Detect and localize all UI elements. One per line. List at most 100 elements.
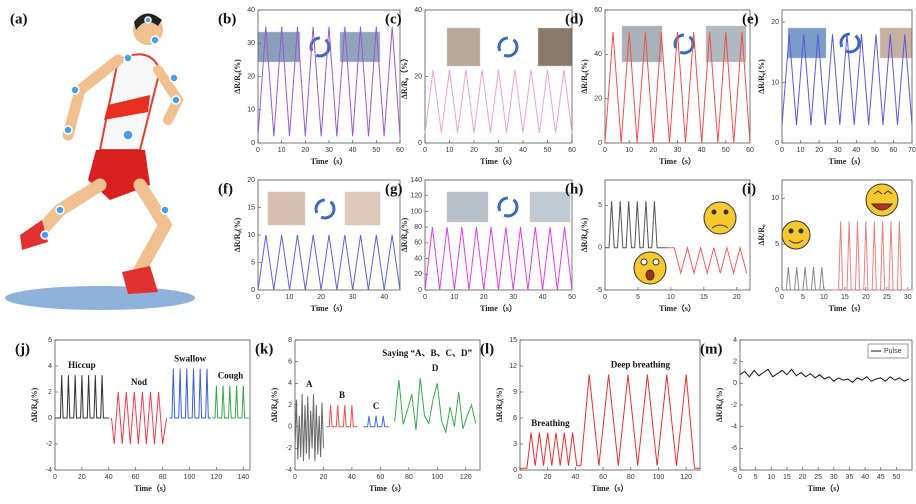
x-tick-label: 60 bbox=[890, 147, 898, 154]
x-tick-label: 15 bbox=[783, 474, 791, 481]
series-label: Nod bbox=[131, 377, 147, 387]
y-tick-label: 0 bbox=[48, 415, 52, 422]
y-axis-label: ΔR/R₀ bbox=[757, 224, 766, 246]
panel-label: (g) bbox=[385, 181, 403, 197]
x-tick-label: 35 bbox=[846, 474, 854, 481]
y-axis-label: ΔR/R₀(%) bbox=[715, 387, 724, 422]
data-line bbox=[112, 392, 167, 444]
x-axis-label: Time（s） bbox=[829, 303, 866, 313]
y-tick-label: 10 bbox=[247, 107, 255, 114]
x-tick-label: 30 bbox=[349, 294, 357, 301]
x-axis-label: Time（s） bbox=[311, 156, 348, 166]
x-tick-label: 10 bbox=[446, 147, 454, 154]
y-tick-label: 20 bbox=[247, 177, 255, 184]
x-tick-label: 0 bbox=[780, 294, 784, 301]
x-axis-label: Time（s） bbox=[829, 156, 866, 166]
x-tick-label: 30 bbox=[830, 474, 838, 481]
y-tick-label: 9 bbox=[513, 389, 517, 396]
y-tick-label: 20 bbox=[771, 19, 779, 26]
data-line bbox=[55, 375, 109, 418]
data-line bbox=[212, 386, 248, 419]
y-tick-label: 5 bbox=[598, 202, 602, 209]
y-tick-label: 0 bbox=[775, 140, 779, 147]
x-tick-label: 80 bbox=[627, 474, 635, 481]
data-line bbox=[832, 221, 912, 290]
y-tick-label: 0 bbox=[288, 424, 292, 431]
panel-label: (a) bbox=[10, 11, 28, 27]
y-tick-label: 120 bbox=[410, 193, 422, 200]
x-tick-label: 50 bbox=[372, 147, 380, 154]
data-line bbox=[395, 378, 476, 432]
x-tick-label: 60 bbox=[376, 474, 384, 481]
data-line bbox=[782, 267, 832, 290]
x-tick-label: 0 bbox=[256, 147, 260, 154]
x-tick-label: 60 bbox=[132, 474, 140, 481]
x-tick-label: 10 bbox=[278, 147, 286, 154]
data-line bbox=[425, 70, 572, 133]
x-tick-label: 25 bbox=[883, 294, 891, 301]
x-tick-label: 30 bbox=[834, 147, 842, 154]
y-tick-label: 5 bbox=[251, 259, 255, 266]
x-tick-label: 60 bbox=[599, 474, 607, 481]
x-tick-label: 40 bbox=[519, 147, 527, 154]
series-label: Hiccup bbox=[68, 360, 96, 370]
emojis bbox=[634, 184, 898, 284]
x-tick-label: 140 bbox=[237, 474, 249, 481]
y-tick-label: 8 bbox=[288, 337, 292, 344]
x-axis-label: Time（s） bbox=[592, 483, 629, 493]
runner-illustration bbox=[5, 13, 195, 310]
panel-label: (k) bbox=[255, 341, 273, 357]
panel-label: (c) bbox=[385, 11, 402, 27]
series-label: B bbox=[339, 390, 345, 400]
x-tick-label: 0 bbox=[53, 474, 57, 481]
panel-label: (b) bbox=[218, 11, 236, 27]
x-axis-label: Time（s） bbox=[659, 303, 696, 313]
y-tick-label: 2 bbox=[48, 389, 52, 396]
x-tick-label: 60 bbox=[568, 147, 576, 154]
y-tick-label: 10 bbox=[771, 195, 779, 202]
panel-label: (l) bbox=[480, 341, 494, 357]
x-tick-label: 40 bbox=[852, 147, 860, 154]
y-tick-label: 4 bbox=[48, 363, 52, 370]
panel-label: (f) bbox=[218, 181, 233, 197]
x-tick-label: 70 bbox=[908, 147, 916, 154]
x-tick-label: 40 bbox=[861, 474, 869, 481]
y-axis-label: ΔR/R₀(%) bbox=[30, 387, 39, 422]
y-tick-label: 2 bbox=[288, 402, 292, 409]
x-tick-label: 20 bbox=[544, 474, 552, 481]
x-axis-label: Time（s） bbox=[480, 303, 517, 313]
data-line bbox=[740, 369, 909, 382]
x-tick-label: 10 bbox=[667, 294, 675, 301]
series-label: Cough bbox=[218, 371, 244, 381]
x-tick-label: 80 bbox=[159, 474, 167, 481]
x-axis-label: Time（s） bbox=[808, 483, 845, 493]
x-tick-label: 120 bbox=[680, 474, 692, 481]
y-tick-label: 0 bbox=[418, 140, 422, 147]
x-tick-label: 10 bbox=[451, 294, 459, 301]
x-tick-label: 45 bbox=[877, 474, 885, 481]
y-tick-label: 15 bbox=[509, 337, 517, 344]
y-axis-label: ΔR/R₀(%) bbox=[495, 387, 504, 422]
x-tick-label: 20 bbox=[470, 147, 478, 154]
x-tick-label: 10 bbox=[767, 474, 775, 481]
x-tick-label: 0 bbox=[518, 474, 522, 481]
figure: (a) (b)010203040010203040 bbox=[0, 0, 916, 504]
series-label: C bbox=[373, 401, 380, 411]
x-tick-label: 50 bbox=[544, 147, 552, 154]
y-tick-label: 0 bbox=[598, 140, 602, 147]
x-tick-label: 100 bbox=[653, 474, 665, 481]
y-tick-label: -8 bbox=[731, 467, 737, 474]
panel-label: (j) bbox=[15, 341, 30, 357]
x-tick-label: 30 bbox=[495, 147, 503, 154]
y-axis-label: ΔR/R₀(%) bbox=[580, 59, 589, 94]
data-line bbox=[169, 369, 211, 418]
y-tick-label: 0 bbox=[598, 245, 602, 252]
x-tick-label: 20 bbox=[320, 474, 328, 481]
y-tick-label: 20 bbox=[247, 73, 255, 80]
x-tick-label: 120 bbox=[211, 474, 223, 481]
y-tick-label: 10 bbox=[247, 232, 255, 239]
y-tick-label: 6 bbox=[513, 415, 517, 422]
y-tick-label: 60 bbox=[414, 240, 422, 247]
y-tick-label: 4 bbox=[733, 337, 737, 344]
y-tick-label: -2 bbox=[46, 441, 52, 448]
